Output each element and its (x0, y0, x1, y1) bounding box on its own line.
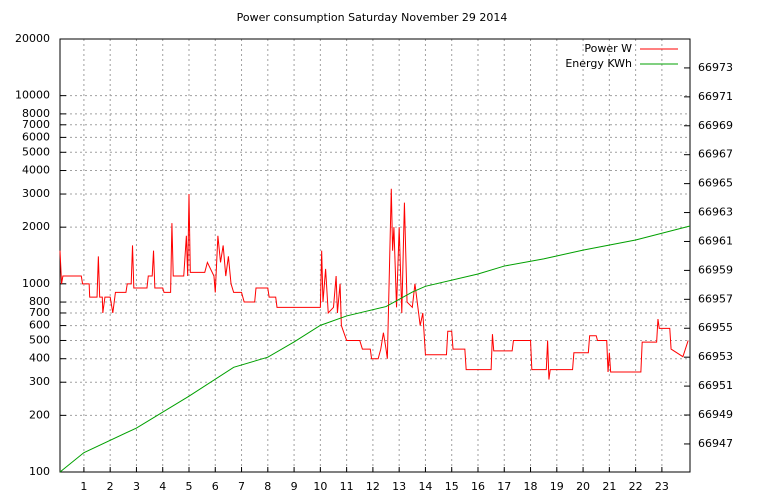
x-tick-label: 6 (212, 480, 219, 493)
legend-label: Energy KWh (565, 57, 632, 70)
y-tick-label: 20000 (15, 32, 50, 45)
x-tick-label: 2 (107, 480, 114, 493)
x-tick-label: 23 (655, 480, 669, 493)
y-tick-label: 3000 (22, 187, 50, 200)
x-tick-label: 22 (629, 480, 643, 493)
y2-tick-label: 66959 (698, 263, 733, 276)
x-tick-label: 10 (313, 480, 327, 493)
y-tick-label: 700 (29, 306, 50, 319)
x-tick-label: 3 (133, 480, 140, 493)
x-tick-label: 7 (238, 480, 245, 493)
y-tick-label: 4000 (22, 164, 50, 177)
y2-tick-label: 66965 (698, 177, 733, 190)
y2-tick-label: 66963 (698, 206, 733, 219)
x-tick-label: 16 (471, 480, 485, 493)
y-tick-label: 10000 (15, 89, 50, 102)
y-tick-label: 100 (29, 465, 50, 478)
y2-tick-label: 66967 (698, 148, 733, 161)
y2-tick-label: 66951 (698, 379, 733, 392)
y-tick-label: 1000 (22, 277, 50, 290)
y-tick-label: 5000 (22, 145, 50, 158)
y2-tick-label: 66955 (698, 321, 733, 334)
series-line (59, 188, 689, 380)
y2-tick-label: 66971 (698, 90, 733, 103)
x-tick-label: 4 (159, 480, 166, 493)
y2-tick-label: 66949 (698, 408, 733, 421)
y2-tick-label: 66947 (698, 437, 733, 450)
y-tick-label: 6000 (22, 130, 50, 143)
y2-tick-label: 66973 (698, 61, 733, 74)
x-tick-label: 18 (524, 480, 538, 493)
x-tick-label: 13 (392, 480, 406, 493)
x-tick-label: 11 (340, 480, 354, 493)
y2-tick-label: 66969 (698, 119, 733, 132)
x-tick-label: 20 (576, 480, 590, 493)
x-tick-label: 15 (445, 480, 459, 493)
y2-tick-label: 66961 (698, 234, 733, 247)
x-tick-label: 21 (602, 480, 616, 493)
y-tick-label: 200 (29, 408, 50, 421)
x-tick-label: 8 (264, 480, 271, 493)
x-tick-label: 9 (291, 480, 298, 493)
y2-tick-label: 66957 (698, 292, 733, 305)
x-tick-label: 17 (497, 480, 511, 493)
x-tick-label: 19 (550, 480, 564, 493)
x-tick-label: 5 (185, 480, 192, 493)
y-tick-label: 600 (29, 319, 50, 332)
y2-tick-label: 66953 (698, 350, 733, 363)
y-tick-label: 500 (29, 333, 50, 346)
y-tick-label: 8000 (22, 107, 50, 120)
x-tick-label: 14 (418, 480, 432, 493)
series-line (59, 225, 691, 473)
x-tick-label: 12 (366, 480, 380, 493)
y-tick-label: 7000 (22, 118, 50, 131)
y-tick-label: 400 (29, 352, 50, 365)
chart-title: Power consumption Saturday November 29 2… (237, 11, 508, 24)
x-tick-label: 1 (80, 480, 87, 493)
legend-label: Power W (584, 42, 632, 55)
y-tick-label: 800 (29, 295, 50, 308)
y-tick-label: 2000 (22, 220, 50, 233)
y-tick-label: 300 (29, 375, 50, 388)
